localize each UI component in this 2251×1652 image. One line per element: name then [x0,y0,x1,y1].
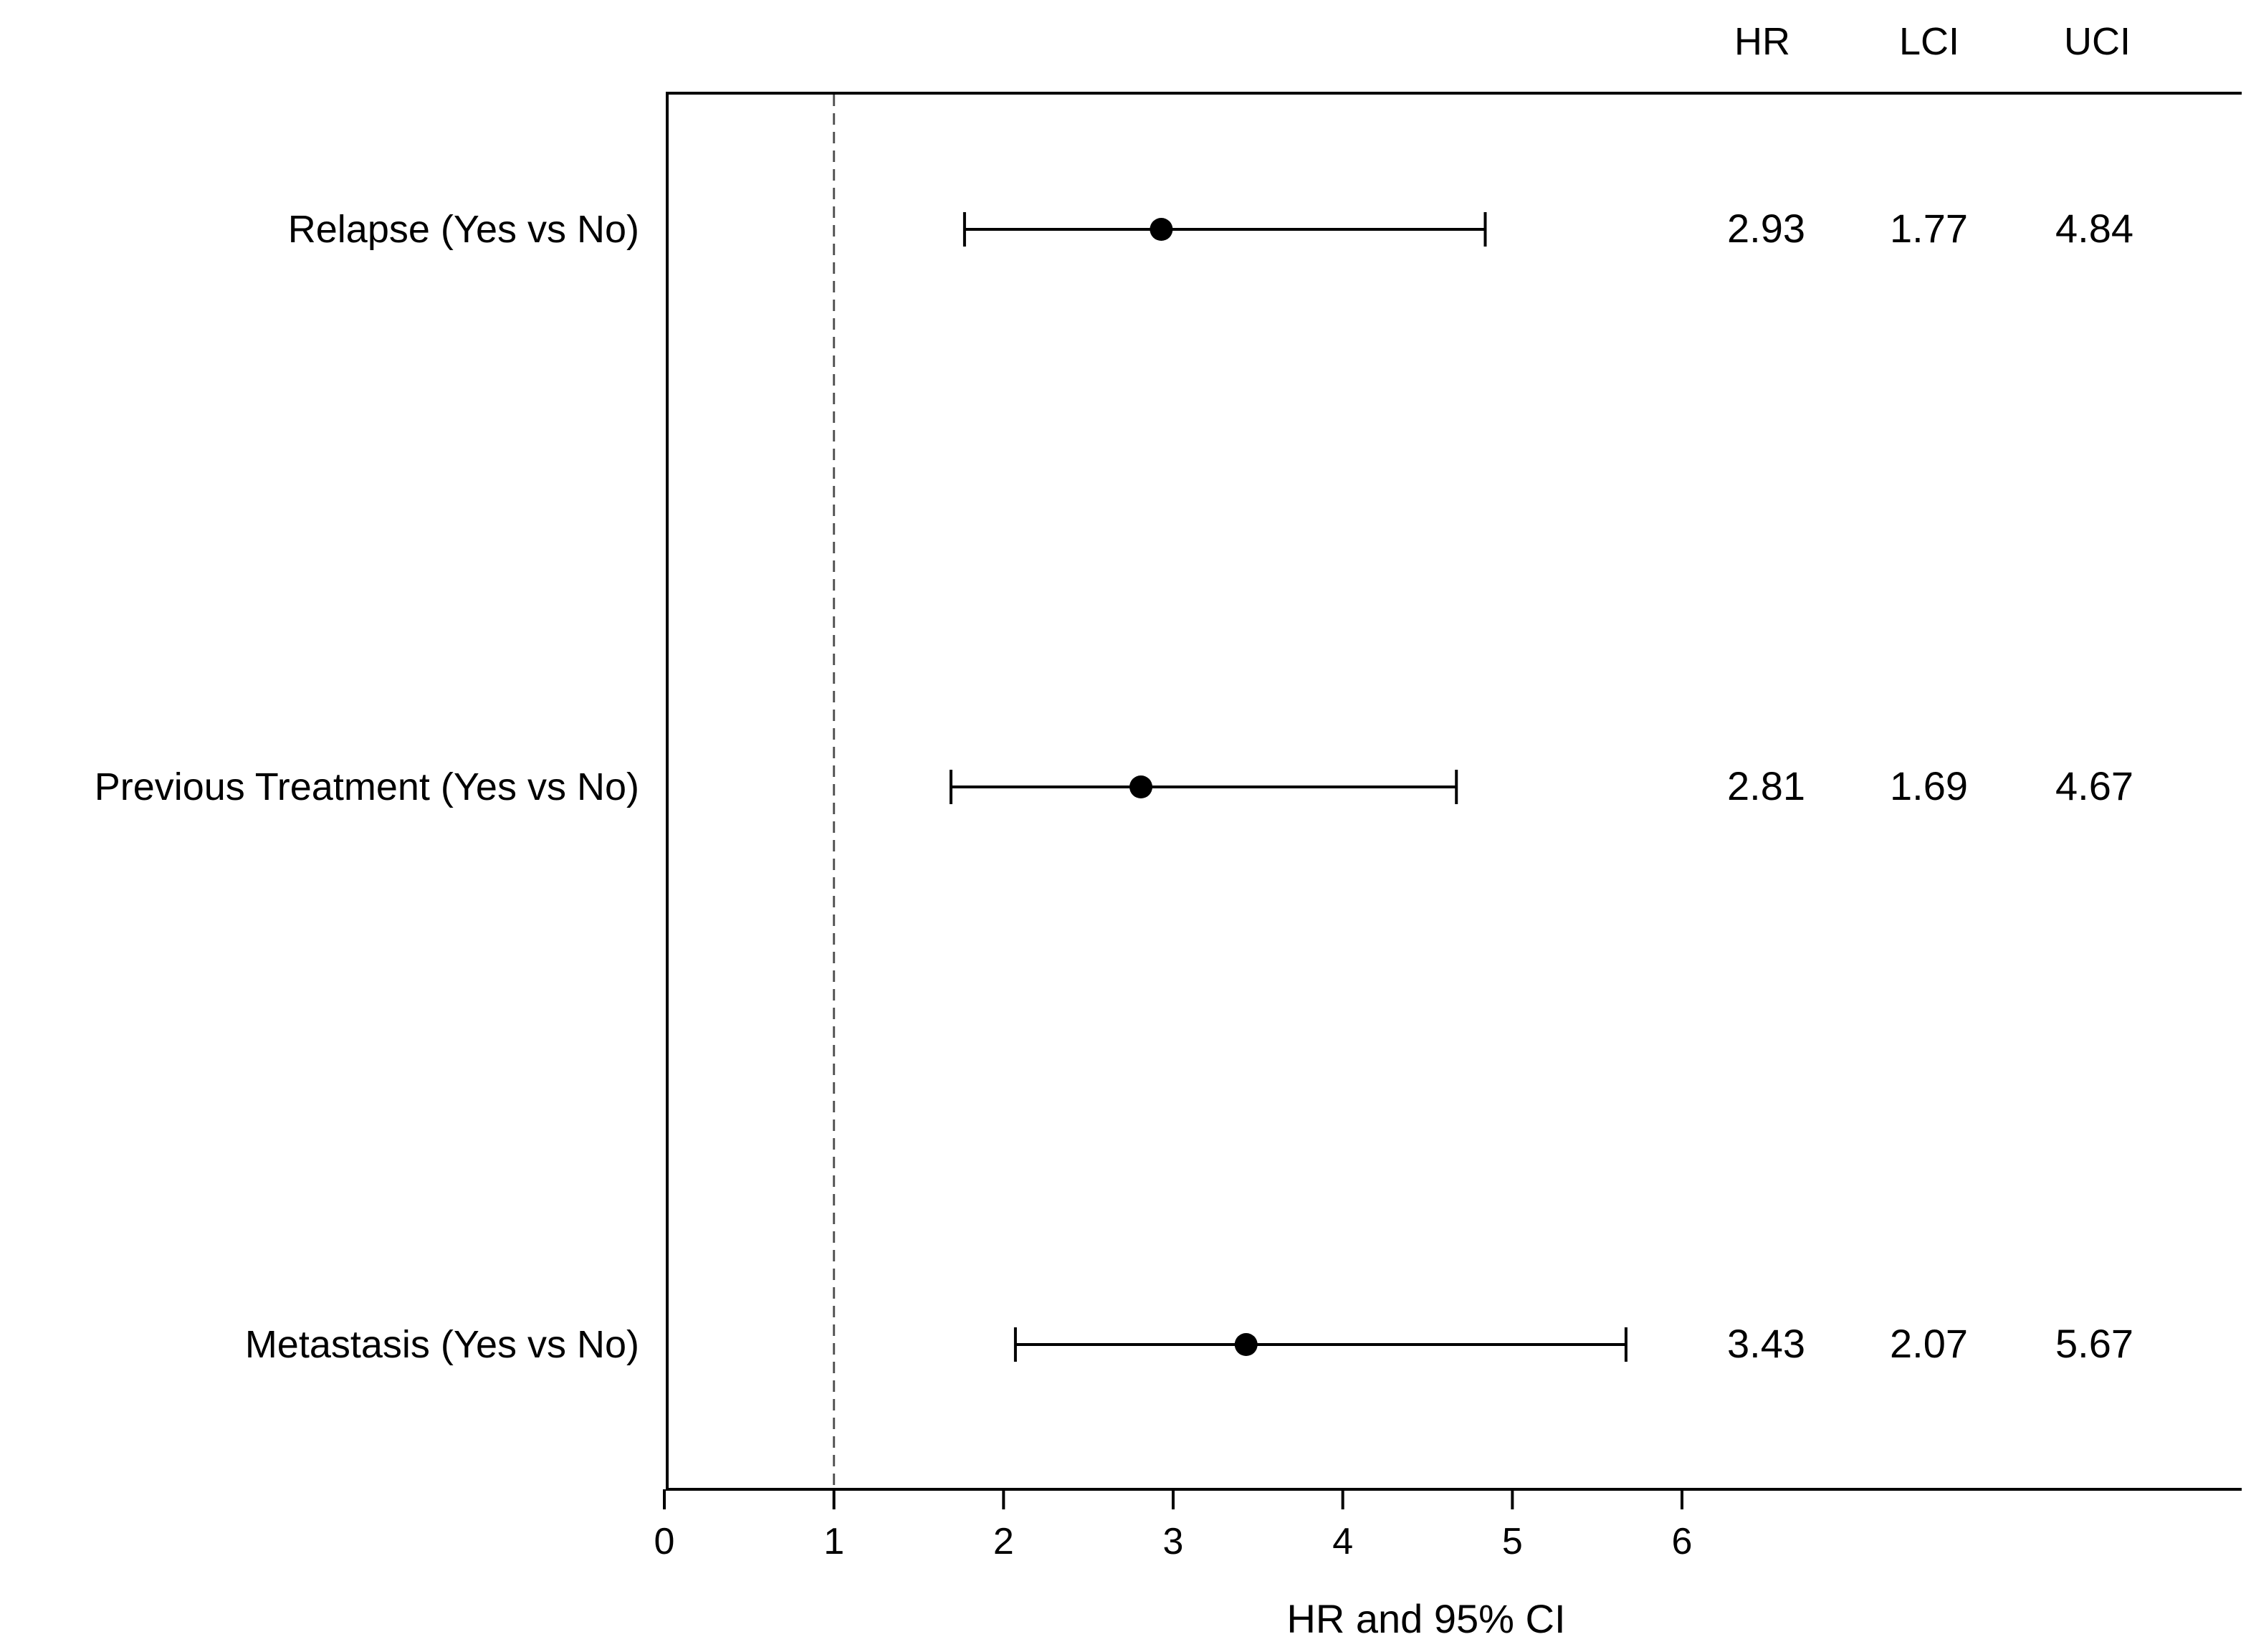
header-uci: UCI [2064,20,2131,63]
x-tick-label-2: 2 [993,1521,1014,1562]
x-axis-title: HR and 95% CI [1286,1596,1565,1641]
header-hr: HR [1734,20,1790,63]
x-ticks-layer: 0 1 2 3 4 5 6 [654,1489,1693,1562]
hr-value-0: 2.93 [1727,206,1805,251]
x-tick-label-6: 6 [1672,1521,1693,1562]
hr-point-0 [1150,218,1173,241]
x-tick-label-4: 4 [1332,1521,1353,1562]
lci-value-0: 1.77 [1890,206,1968,251]
x-tick-label-0: 0 [654,1521,675,1562]
hr-value-2: 3.43 [1727,1321,1805,1366]
row-label-2: Metastasis (Yes vs No) [245,1323,639,1366]
hr-value-1: 2.81 [1727,763,1805,808]
uci-value-1: 4.67 [2055,763,2133,808]
hr-point-2 [1234,1333,1258,1356]
x-tick-label-1: 1 [823,1521,844,1562]
header-lci: LCI [1899,20,1959,63]
uci-value-0: 4.84 [2055,206,2133,251]
row-label-1: Previous Treatment (Yes vs No) [95,765,639,808]
lci-value-2: 2.07 [1890,1321,1968,1366]
x-tick-label-3: 3 [1163,1521,1184,1562]
estimates-layer: Relapse (Yes vs No) 2.93 1.77 4.84 Previous … [95,206,2133,1366]
lci-value-1: 1.69 [1890,763,1968,808]
x-tick-label-5: 5 [1502,1521,1523,1562]
uci-value-2: 5.67 [2055,1321,2133,1366]
hr-point-1 [1129,775,1153,798]
row-label-0: Relapse (Yes vs No) [288,208,639,251]
